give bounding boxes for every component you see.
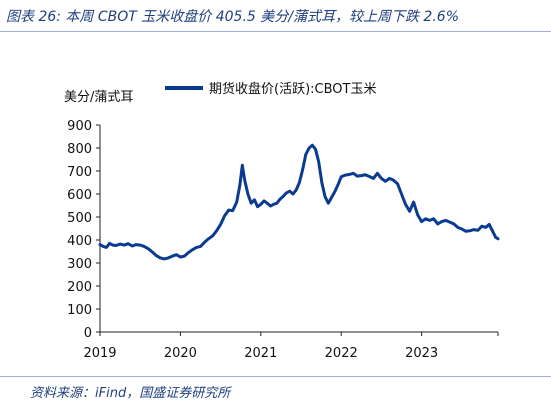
legend-swatch [165, 85, 203, 90]
x-tick-label: 2023 [405, 346, 438, 361]
chart-legend: 期货收盘价(活跃):CBOT玉米 [165, 78, 376, 97]
y-tick-label: 800 [67, 142, 92, 157]
x-tick-label: 2020 [164, 346, 197, 361]
source-divider [0, 376, 551, 377]
title-divider [0, 31, 551, 32]
y-tick-label: 500 [67, 211, 92, 226]
series-line-0 [98, 143, 500, 261]
y-tick-label: 200 [67, 280, 92, 295]
y-tick-label: 700 [67, 165, 92, 180]
y-tick-label: 900 [67, 119, 92, 134]
y-tick-label: 0 [84, 326, 92, 341]
y-tick-label: 100 [67, 303, 92, 318]
x-tick-label: 2021 [244, 346, 277, 361]
x-tick-label: 2019 [83, 346, 116, 361]
y-tick-label: 300 [67, 257, 92, 272]
y-axis-unit-label: 美分/蒲式耳 [64, 90, 134, 105]
x-tick-label: 2022 [325, 346, 358, 361]
source-note: 资料来源：iFind，国盛证券研究所 [30, 386, 231, 401]
y-tick-label: 600 [67, 188, 92, 203]
y-tick-label: 400 [67, 234, 92, 249]
legend-label: 期货收盘价(活跃):CBOT玉米 [209, 82, 377, 97]
figure-title: 图表 26: 本周 CBOT 玉米收盘价 405.5 美分/蒲式耳，较上周下跌 … [6, 9, 459, 25]
